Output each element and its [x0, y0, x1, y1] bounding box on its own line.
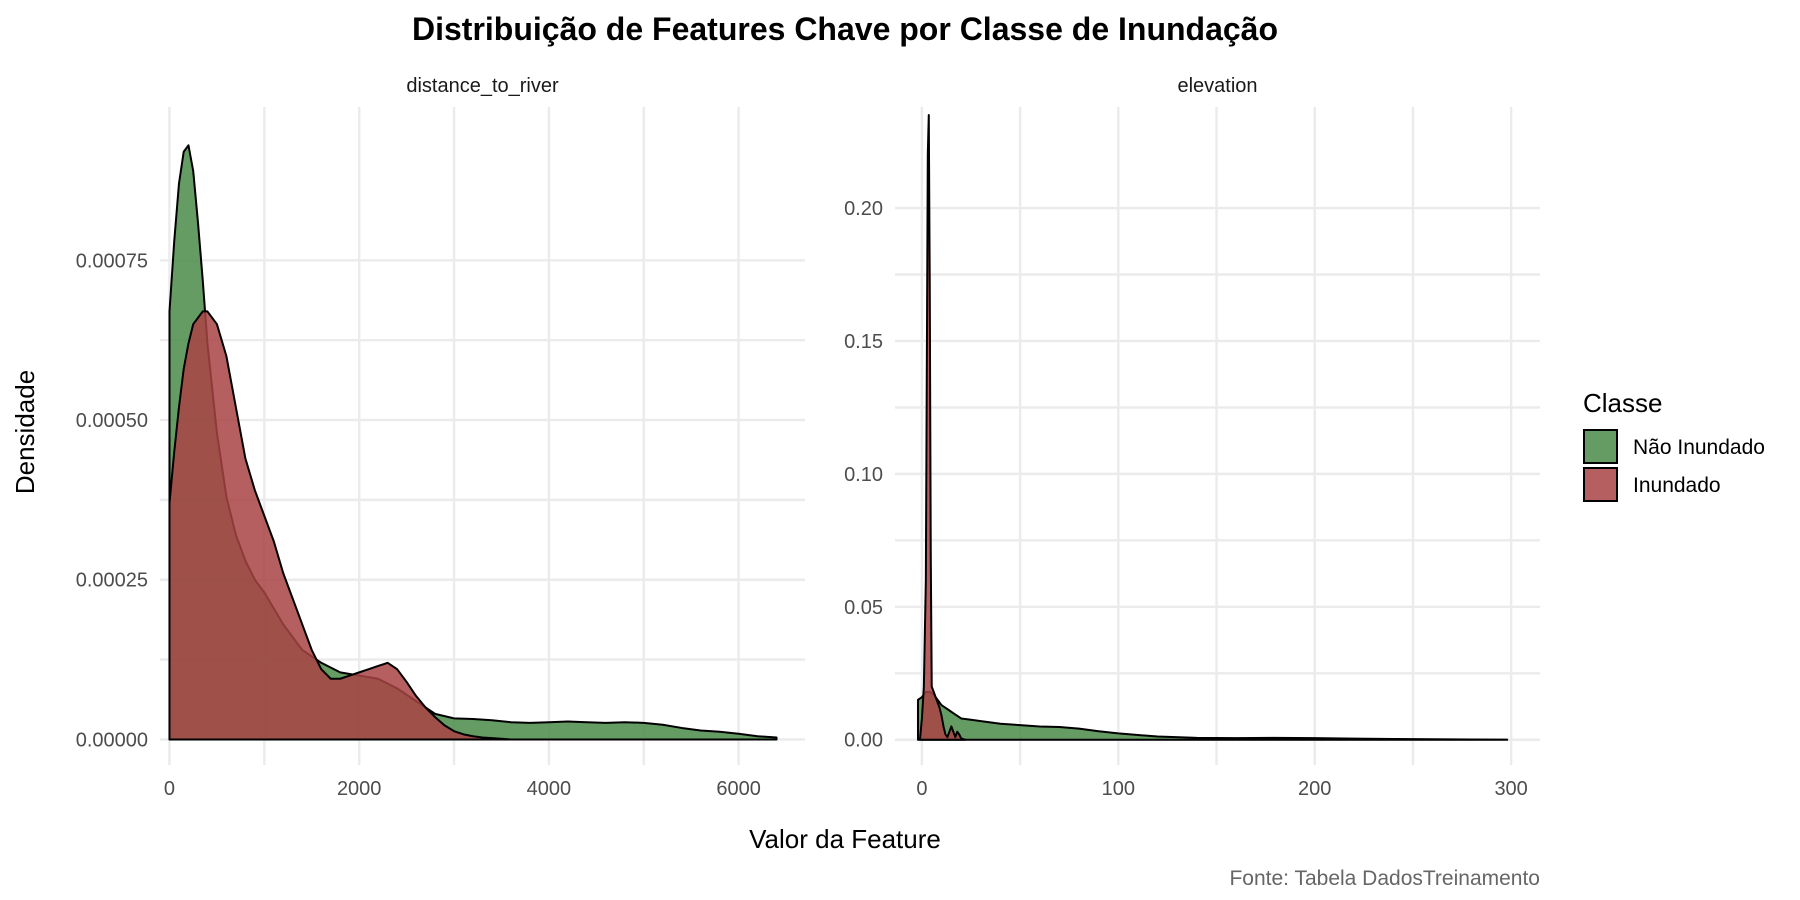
y-tick-label: 0.05 — [844, 597, 883, 619]
x-tick-label: 0 — [916, 778, 927, 800]
y-tick-label: 0.00000 — [76, 729, 148, 751]
facet-strip-label: distance_to_river — [406, 75, 559, 97]
facet-strip-label: elevation — [1177, 75, 1257, 97]
x-tick-label: 2000 — [337, 778, 382, 800]
y-tick-label: 0.00025 — [76, 570, 148, 592]
legend-label: Não Inundado — [1633, 436, 1765, 459]
legend: Classe Não Inundado Inundado — [1583, 388, 1765, 502]
density-area-inundado — [168, 310, 512, 741]
chart-caption: Fonte: Tabela DadosTreinamento — [1229, 867, 1540, 890]
y-tick-label: 0.10 — [844, 464, 883, 486]
panel-distance_to_river: distance_to_river 0 2000 4000 6000 0.00000 0.0… — [76, 75, 805, 800]
legend-item-nao-inundado: Não Inundado — [1583, 429, 1765, 464]
x-axis-title: Valor da Feature — [749, 824, 941, 854]
chart-title: Distribuição de Features Chave por Class… — [412, 11, 1278, 47]
panel-elevation: elevation 0 100 200 300 0.00 0.05 0.10 0.15 0.20 — [844, 75, 1540, 800]
y-tick-label: 0.15 — [844, 331, 883, 353]
x-tick-label: 100 — [1102, 778, 1135, 800]
x-tick-label: 200 — [1298, 778, 1331, 800]
legend-key — [1583, 429, 1618, 464]
gridlines — [895, 107, 1540, 765]
legend-item-inundado: Inundado — [1583, 467, 1721, 502]
density-area-inundado — [918, 113, 967, 741]
x-tick-label: 0 — [164, 778, 175, 800]
x-tick-label: 6000 — [716, 778, 761, 800]
x-tick-label: 4000 — [527, 778, 572, 800]
density-area-nao-inundado — [916, 690, 1509, 741]
legend-label: Inundado — [1633, 474, 1721, 497]
legend-key — [1583, 467, 1618, 502]
legend-title: Classe — [1583, 388, 1662, 418]
y-tick-label: 0.20 — [844, 198, 883, 220]
y-tick-label: 0.00075 — [76, 250, 148, 272]
y-tick-label: 0.00 — [844, 730, 883, 752]
x-tick-label: 300 — [1494, 778, 1527, 800]
y-tick-label: 0.00050 — [76, 410, 148, 432]
y-axis-title: Densidade — [10, 370, 40, 494]
